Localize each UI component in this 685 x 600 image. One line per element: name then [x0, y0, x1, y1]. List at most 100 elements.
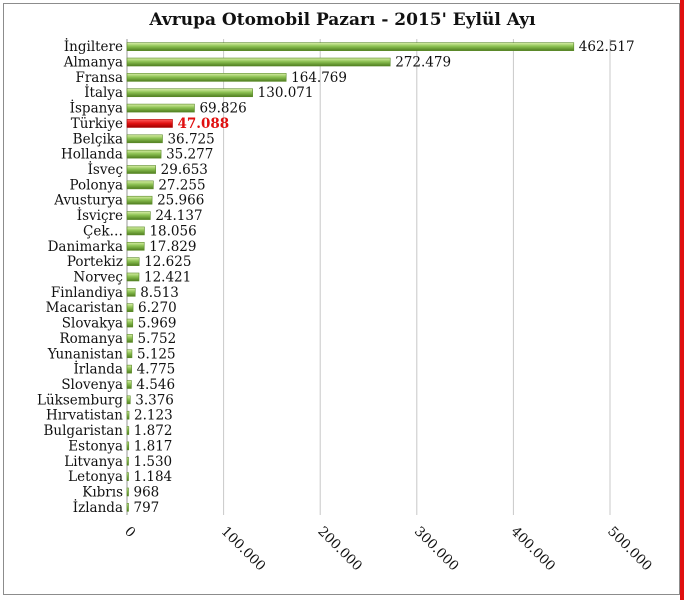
value-label: 25.966: [157, 193, 204, 209]
bar: [126, 456, 129, 466]
value-label: 29.653: [161, 162, 208, 178]
bar: [126, 272, 140, 282]
category-label: Danimarka: [48, 239, 123, 255]
bar: [126, 395, 131, 405]
value-label: 27.255: [158, 177, 205, 193]
bar: [126, 149, 162, 159]
bar: [126, 288, 136, 297]
value-label: 164.769: [291, 70, 347, 86]
bar: [126, 165, 156, 174]
value-label: 6.270: [138, 300, 177, 316]
value-label: 18.056: [149, 223, 196, 239]
category-label: Belçika: [73, 131, 123, 147]
category-label: İngiltere: [64, 38, 123, 55]
bars: [126, 42, 575, 512]
bar: [126, 57, 391, 67]
bar: [126, 503, 129, 512]
category-label: Romanya: [59, 331, 123, 347]
category-label: Çek…: [83, 223, 123, 239]
value-label: 8.513: [140, 285, 179, 301]
category-label: Litvanya: [64, 454, 123, 470]
value-label: 968: [134, 484, 160, 500]
value-label: 17.829: [149, 239, 196, 255]
category-label: İspanya: [70, 100, 123, 117]
category-label: Avusturya: [53, 193, 123, 209]
bar: [126, 364, 132, 374]
value-label: 797: [134, 500, 160, 516]
bar: [126, 334, 133, 343]
category-label: Macaristan: [46, 300, 124, 316]
bar: [126, 303, 134, 313]
value-label: 47.088: [177, 116, 229, 132]
category-label: Letonya: [68, 469, 123, 485]
chart-title: Avrupa Otomobil Pazarı - 2015' Eylül Ayı: [149, 10, 536, 30]
bar: [126, 73, 287, 82]
bar: [126, 380, 132, 389]
value-label: 1.872: [134, 423, 173, 439]
value-label: 12.421: [144, 270, 191, 286]
value-label: 462.517: [579, 39, 635, 55]
bar: [126, 195, 153, 205]
x-tick-label: 500.000: [604, 524, 655, 575]
category-label: Norveç: [73, 270, 123, 286]
bar: [126, 241, 145, 251]
value-label: 3.376: [135, 392, 174, 408]
category-label: Yunanistan: [47, 346, 124, 362]
category-label: Fransa: [75, 70, 123, 86]
x-tick-label: 0: [121, 524, 138, 541]
bar: [126, 211, 151, 220]
x-tick-label: 200.000: [314, 524, 365, 575]
value-label: 24.137: [155, 208, 202, 224]
bar: [126, 134, 163, 144]
category-label: Slovakya: [62, 316, 123, 332]
value-label: 1.184: [134, 469, 173, 485]
category-label: Almanya: [63, 55, 123, 71]
value-label: 1.530: [134, 454, 173, 470]
category-label: İtalya: [84, 84, 123, 101]
red-edge-accent: [680, 0, 684, 600]
category-label: Finlandiya: [51, 285, 123, 301]
category-label: İsviçre: [77, 207, 123, 224]
bar: [126, 318, 134, 328]
value-label: 5.752: [138, 331, 177, 347]
bar: [126, 180, 154, 190]
bar: [126, 472, 129, 481]
bar: [126, 226, 145, 236]
bar: [126, 119, 173, 128]
category-label: Hırvatistan: [46, 408, 123, 424]
bar: [126, 88, 253, 98]
category-label: Bulgaristan: [44, 423, 124, 439]
value-label: 1.817: [134, 438, 173, 454]
category-label: İzlanda: [73, 499, 123, 516]
x-tick-label: 100.000: [218, 524, 269, 575]
value-label: 2.123: [134, 408, 173, 424]
bar: [126, 487, 129, 497]
bar: [126, 257, 140, 266]
bar: [126, 441, 130, 451]
value-label: 36.725: [167, 131, 214, 147]
x-tick-label: 300.000: [411, 524, 462, 575]
value-label: 272.479: [395, 55, 451, 71]
value-label: 69.826: [199, 101, 246, 117]
value-label: 130.071: [258, 85, 314, 101]
category-label: Lüksemburg: [37, 392, 123, 408]
bar: [126, 103, 195, 113]
category-label: Kıbrıs: [82, 484, 123, 500]
bar: [126, 349, 133, 359]
value-label: 5.125: [137, 346, 176, 362]
value-label: 35.277: [166, 147, 213, 163]
category-label: Polonya: [70, 177, 123, 193]
value-label: 4.546: [136, 377, 175, 393]
value-label: 5.969: [138, 316, 177, 332]
category-label: İsveç: [88, 161, 123, 178]
category-label: İrlanda: [73, 361, 123, 378]
category-label: Portekiz: [67, 254, 123, 270]
bar: [126, 410, 130, 420]
value-label: 12.625: [144, 254, 191, 270]
category-label: Estonya: [68, 438, 123, 454]
category-label: Hollanda: [61, 147, 123, 163]
category-label: Slovenya: [61, 377, 123, 393]
value-label: 4.775: [137, 362, 176, 378]
chart-frame: [3, 3, 680, 595]
